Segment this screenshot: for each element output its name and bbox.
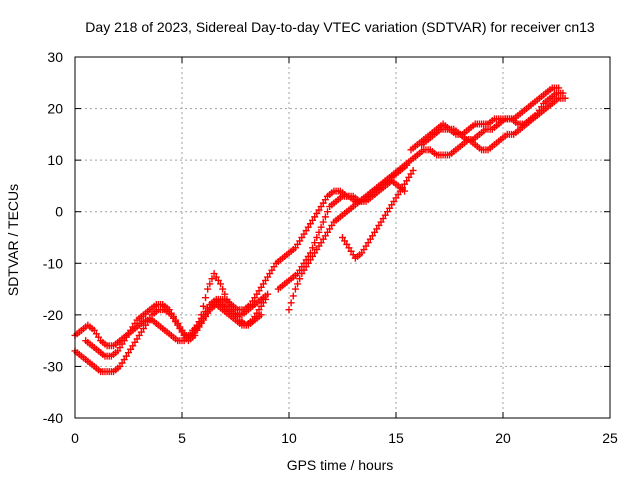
data-point-interp [317, 223, 325, 231]
data-point [257, 311, 265, 319]
data-point-interp [309, 244, 317, 252]
data-point [559, 89, 567, 97]
data-point-interp [289, 292, 297, 300]
x-tick-label: 5 [178, 430, 186, 446]
series-5 [274, 161, 411, 293]
data-point [264, 290, 272, 298]
series-10 [407, 84, 563, 154]
data-point [285, 306, 293, 314]
y-tick-label: 0 [55, 204, 63, 220]
data-point [291, 285, 299, 293]
data-point-interp [296, 275, 304, 283]
x-tick-label: 10 [281, 430, 297, 446]
chart-title: Day 218 of 2023, Sidereal Day-to-day VTE… [85, 19, 595, 35]
data-point-interp [202, 294, 210, 302]
data-point-interp [219, 285, 227, 293]
series-3 [82, 270, 269, 360]
x-tick-label: 0 [71, 430, 79, 446]
data-point [261, 295, 269, 303]
data-point [191, 331, 199, 339]
data-point [313, 234, 321, 241]
x-tick-label: 20 [495, 430, 511, 446]
data-point-interp [311, 239, 319, 247]
y-tick-label: -10 [43, 255, 63, 271]
data-point [217, 280, 225, 288]
y-axis-label: SDTVAR / TECUs [5, 184, 21, 296]
x-axis-label: GPS time / hours [287, 457, 394, 473]
x-tick-label: 15 [388, 430, 404, 446]
y-tick-label: -30 [43, 358, 63, 374]
data-point-interp [206, 280, 214, 288]
series-7 [339, 166, 417, 262]
points-layer [71, 84, 569, 376]
data-point-interp [208, 275, 216, 283]
y-tick-label: 30 [47, 49, 63, 65]
data-point [204, 285, 212, 293]
data-point [555, 84, 563, 92]
data-point [409, 166, 417, 174]
data-point-interp [287, 299, 295, 307]
plot-frame [74, 56, 611, 419]
data-point-interp [324, 208, 332, 216]
y-tick-label: 10 [47, 152, 63, 168]
data-point-interp [294, 280, 302, 288]
y-tick-label: -40 [43, 410, 63, 426]
data-point-interp [315, 228, 323, 236]
y-tick-label: 20 [47, 101, 63, 117]
data-point [319, 218, 327, 226]
data-point-interp [321, 213, 329, 221]
y-tick-label: -20 [43, 307, 63, 323]
data-point [561, 94, 569, 102]
x-tick-label: 25 [602, 430, 618, 446]
ticks-layer: 0 5 10 15 20 25 -40 -30 -20 -10 0 10 20 30 [43, 49, 618, 446]
data-point-interp [199, 302, 207, 310]
